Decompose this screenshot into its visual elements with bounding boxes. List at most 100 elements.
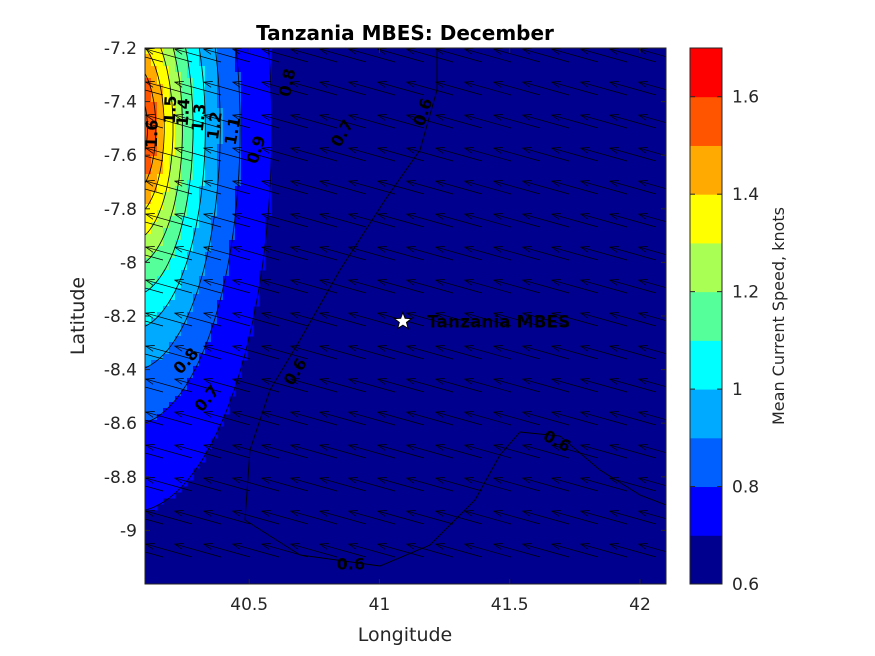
vector-shaft: [609, 114, 657, 129]
vector-shaft: [551, 345, 599, 360]
contour-cell: [163, 408, 170, 415]
vector-head: [145, 345, 155, 352]
contour-cell: [193, 462, 200, 469]
vector-head: [117, 444, 126, 450]
contour-cell: [163, 324, 170, 331]
vector-head: [260, 312, 271, 319]
contour-cell: [163, 492, 170, 499]
contour-cell: [259, 240, 266, 247]
contour-cell: [181, 228, 188, 235]
vector-head: [173, 48, 184, 55]
contour-line: [145, 48, 221, 369]
contour-cell: [145, 456, 152, 463]
contour-cell: [205, 282, 212, 289]
contour-cell: [187, 378, 194, 385]
vector-shaft: [551, 510, 599, 525]
contour-cell: [199, 246, 206, 253]
contour-cell: [211, 234, 218, 241]
contour-cell: [157, 150, 164, 157]
contour-cell: [235, 336, 242, 343]
vector-shaft: [290, 312, 338, 327]
vector-head: [521, 213, 532, 220]
vector-head: [289, 279, 300, 286]
contour-cell: [217, 294, 224, 301]
contour-cell: [241, 216, 248, 223]
contour-cell: [223, 324, 230, 331]
contour-cell: [169, 378, 176, 385]
vector-head: [231, 81, 242, 88]
contour-cell: [163, 198, 170, 205]
contour-cell: [169, 486, 176, 493]
vector-head: [492, 147, 503, 154]
vector-shaft: [348, 48, 396, 63]
contour-cell: [169, 456, 176, 463]
contour-cell: [193, 360, 200, 367]
contour-cell: [253, 120, 260, 127]
contour-cell: [163, 342, 170, 349]
plot-area: 0.60.60.60.60.70.70.80.80.91.11.21.31.41…: [117, 47, 667, 585]
contour-cell: [157, 288, 164, 295]
contour-cell: [169, 366, 176, 373]
vector-head: [550, 543, 561, 550]
vector-shaft: [377, 510, 425, 525]
contour-cell: [187, 114, 194, 121]
vector-head: [347, 213, 358, 220]
contour-cell: [253, 150, 260, 157]
contour-label: 1.5: [160, 95, 180, 124]
vector-shaft: [377, 114, 425, 129]
vector-head: [550, 114, 561, 121]
contour-cell: [229, 60, 236, 67]
contour-cell: [241, 306, 248, 313]
vector-shaft: [464, 543, 512, 558]
contour-cell: [253, 180, 260, 187]
vector-shaft: [551, 543, 599, 558]
vector-head: [173, 444, 184, 451]
contour-cell: [175, 258, 182, 265]
contour-cell: [223, 180, 230, 187]
contour-cell: [151, 414, 158, 421]
contour-cell: [163, 384, 170, 391]
contour-cell: [187, 264, 194, 271]
contour-cell: [175, 426, 182, 433]
contour-cell: [253, 204, 260, 211]
contour-cell: [181, 102, 188, 109]
contour-cell: [223, 222, 230, 229]
contour-cell: [193, 396, 200, 403]
contour-cell: [175, 402, 182, 409]
contour-cell: [145, 450, 152, 457]
contour-cell: [235, 54, 242, 61]
contour-cell: [145, 216, 152, 223]
contour-cell: [157, 96, 164, 103]
contour-cell: [145, 282, 152, 289]
vector-shaft: [522, 147, 570, 162]
vector-shaft: [580, 180, 628, 195]
vector-shaft: [638, 312, 666, 322]
vector-shaft: [145, 287, 164, 294]
contour-cell: [187, 150, 194, 157]
contour-cell: [193, 378, 200, 385]
contour-cell: [205, 402, 212, 409]
contour-cell: [223, 192, 230, 199]
contour-cell: [187, 252, 194, 259]
contour-cell: [163, 192, 170, 199]
contour-cell: [175, 216, 182, 223]
contour-cell: [253, 252, 260, 259]
contour-cell: [235, 312, 242, 319]
contour-cell: [151, 162, 158, 169]
contour-cell: [145, 330, 152, 337]
contour-cell: [235, 144, 242, 151]
site-label: Tanzania MBES: [427, 312, 570, 332]
contour-cell: [169, 438, 176, 445]
contour-cell: [247, 138, 254, 145]
contour-cell: [247, 72, 254, 79]
contour-cell: [217, 360, 224, 367]
contour-cell: [175, 372, 182, 379]
vector-shaft: [435, 378, 483, 393]
vector-shaft: [203, 477, 251, 492]
contour-cell: [181, 396, 188, 403]
contour-cell: [259, 168, 266, 175]
vector-shaft: [580, 543, 628, 558]
contour-cell: [157, 282, 164, 289]
contour-cell: [205, 84, 212, 91]
vector-shaft: [203, 180, 251, 195]
